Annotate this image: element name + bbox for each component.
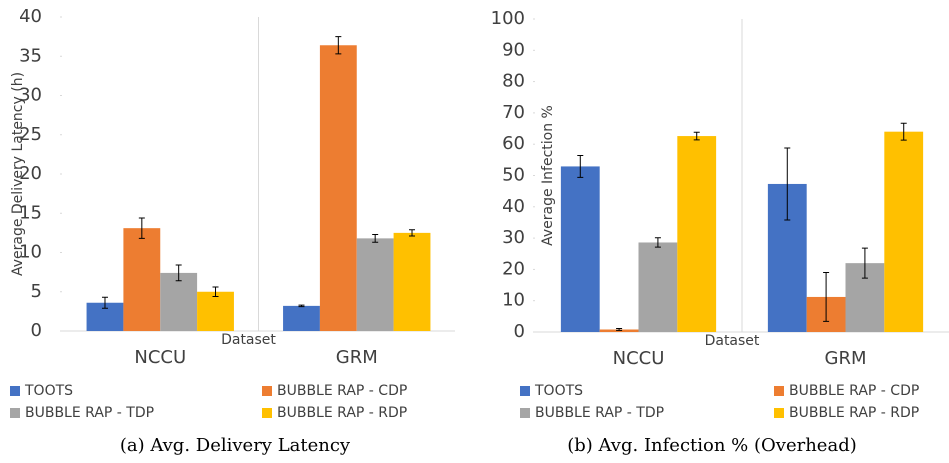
y-tick-label: 80: [502, 71, 525, 92]
error-bar: [900, 122, 907, 141]
y-tick-label: 30: [502, 227, 525, 248]
y-tick-label: 50: [502, 165, 525, 186]
bar: [283, 305, 320, 331]
error-bar: [693, 131, 700, 141]
error-bar: [298, 304, 305, 308]
caption: (b) Avg. Infection % (Overhead): [567, 435, 857, 456]
legend-label: TOOTS: [534, 383, 583, 399]
x-tick-label: GRM: [825, 348, 867, 369]
legend-label: BUBBLE RAP - CDP: [789, 383, 919, 399]
x-tick-label: NCCU: [613, 348, 665, 369]
y-tick-label: 20: [502, 258, 525, 279]
x-axis-label: Dataset: [705, 333, 760, 349]
y-axis-label: Average Delivery Latency (h): [10, 72, 26, 276]
error-bar: [654, 237, 661, 248]
legend-label: BUBBLE RAP - RDP: [277, 405, 407, 421]
y-tick-label: 5: [31, 281, 42, 302]
y-tick-label: 90: [502, 39, 525, 60]
error-bar: [861, 247, 868, 279]
legend-swatch: [774, 408, 784, 418]
bar: [319, 45, 357, 331]
error-bar: [577, 154, 584, 178]
y-tick-label: 0: [514, 321, 525, 342]
y-tick-label: 40: [19, 6, 42, 27]
y-tick-label: 15: [19, 202, 42, 223]
y-tick-label: 10: [502, 290, 525, 311]
caption: (a) Avg. Delivery Latency: [120, 435, 351, 456]
error-bar: [101, 296, 108, 309]
y-tick-label: 35: [19, 45, 42, 66]
legend-label: BUBBLE RAP - TDP: [535, 405, 664, 421]
legend-label: BUBBLE RAP - CDP: [277, 383, 407, 399]
bar: [560, 166, 600, 332]
legend-label: BUBBLE RAP - RDP: [789, 405, 919, 421]
legend-swatch: [774, 386, 784, 396]
error-bar: [212, 286, 219, 297]
legend-swatch: [520, 408, 530, 418]
legend-label: BUBBLE RAP - TDP: [25, 405, 154, 421]
y-tick-label: 10: [19, 242, 42, 263]
bar: [884, 131, 924, 332]
bar: [197, 291, 234, 331]
legend-swatch: [10, 386, 20, 396]
bar: [160, 272, 198, 331]
x-tick-label: NCCU: [134, 347, 186, 368]
y-tick-label: 0: [31, 320, 42, 341]
y-tick-label: 25: [19, 124, 42, 145]
error-bar: [335, 36, 342, 55]
x-axis-label: Dataset: [221, 332, 276, 348]
bar: [677, 136, 717, 332]
y-tick-label: 70: [502, 102, 525, 123]
y-tick-label: 40: [502, 196, 525, 217]
error-bar: [784, 147, 791, 221]
y-tick-label: 20: [19, 163, 42, 184]
error-bar: [175, 264, 182, 282]
y-axis-label: Average Infection %: [540, 105, 556, 246]
legend-label: TOOTS: [24, 383, 73, 399]
error-bar: [616, 328, 623, 331]
y-tick-label: 60: [502, 133, 525, 154]
error-bar: [372, 233, 379, 243]
y-tick-label: 100: [491, 8, 525, 29]
error-bar: [409, 229, 416, 237]
legend-swatch: [10, 408, 20, 418]
error-bar: [138, 217, 145, 239]
legend-swatch: [520, 386, 530, 396]
bar: [356, 238, 394, 331]
legend-swatch: [262, 408, 272, 418]
x-tick-label: GRM: [336, 347, 378, 368]
bar: [123, 228, 161, 331]
bar: [393, 232, 431, 331]
error-bar: [823, 272, 830, 322]
legend-swatch: [262, 386, 272, 396]
y-tick-label: 30: [19, 85, 42, 106]
bar: [638, 242, 678, 332]
